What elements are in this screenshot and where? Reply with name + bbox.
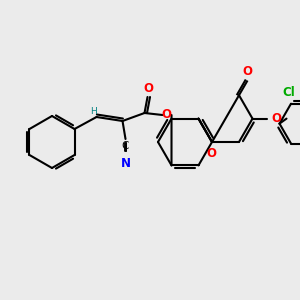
Text: O: O xyxy=(242,65,252,78)
Text: O: O xyxy=(161,109,172,122)
Text: H: H xyxy=(90,107,97,116)
Text: Cl: Cl xyxy=(283,86,296,99)
Text: O: O xyxy=(272,112,281,125)
Text: O: O xyxy=(206,147,216,160)
Text: N: N xyxy=(121,157,130,170)
Text: C: C xyxy=(122,141,129,151)
Text: O: O xyxy=(143,82,154,95)
